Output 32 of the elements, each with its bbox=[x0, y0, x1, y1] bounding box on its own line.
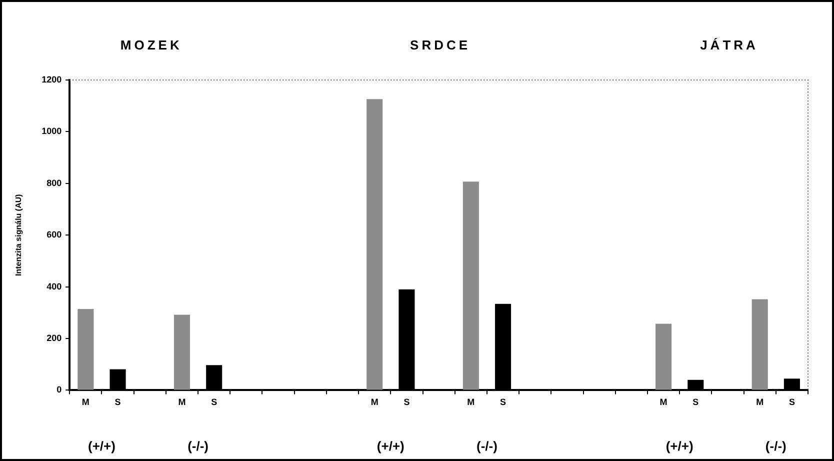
y-tick-label: 1200 bbox=[42, 74, 62, 84]
x-tick-label: M bbox=[756, 397, 764, 408]
text: (+/+) bbox=[88, 438, 116, 454]
x-tick-label: S bbox=[500, 397, 506, 408]
y-tick-label: 1000 bbox=[42, 126, 62, 136]
y-tick-label: 200 bbox=[46, 332, 62, 343]
x-tick-label: S bbox=[211, 397, 218, 408]
x-tick-label: M bbox=[370, 397, 378, 408]
bar bbox=[78, 309, 94, 390]
x-tick-label: M bbox=[467, 397, 475, 408]
y-tick-label: 400 bbox=[46, 281, 62, 292]
x-tick-label: S bbox=[788, 397, 795, 408]
text: (-/-) bbox=[765, 438, 786, 454]
x-tick-label: M bbox=[178, 397, 186, 408]
x-tick-label: M bbox=[660, 397, 668, 408]
bar bbox=[462, 182, 479, 390]
y-axis-title: Intenzita signálu (AU) bbox=[14, 194, 24, 276]
text: (-/-) bbox=[476, 438, 498, 454]
text: (+/+) bbox=[376, 438, 404, 454]
y-tick-label: 0 bbox=[56, 384, 62, 395]
x-tick-label: S bbox=[692, 397, 699, 408]
bar bbox=[174, 314, 190, 390]
y-tick-label: 600 bbox=[46, 230, 62, 240]
bar bbox=[366, 99, 383, 390]
text: (-/-) bbox=[188, 438, 209, 454]
x-tick-label: S bbox=[404, 397, 410, 408]
x-tick-label: M bbox=[82, 397, 90, 408]
y-tick-label: 800 bbox=[46, 178, 62, 188]
bar bbox=[752, 299, 768, 390]
x-tick-label: S bbox=[114, 397, 121, 408]
bar bbox=[656, 324, 672, 390]
text: (+/+) bbox=[666, 438, 694, 454]
